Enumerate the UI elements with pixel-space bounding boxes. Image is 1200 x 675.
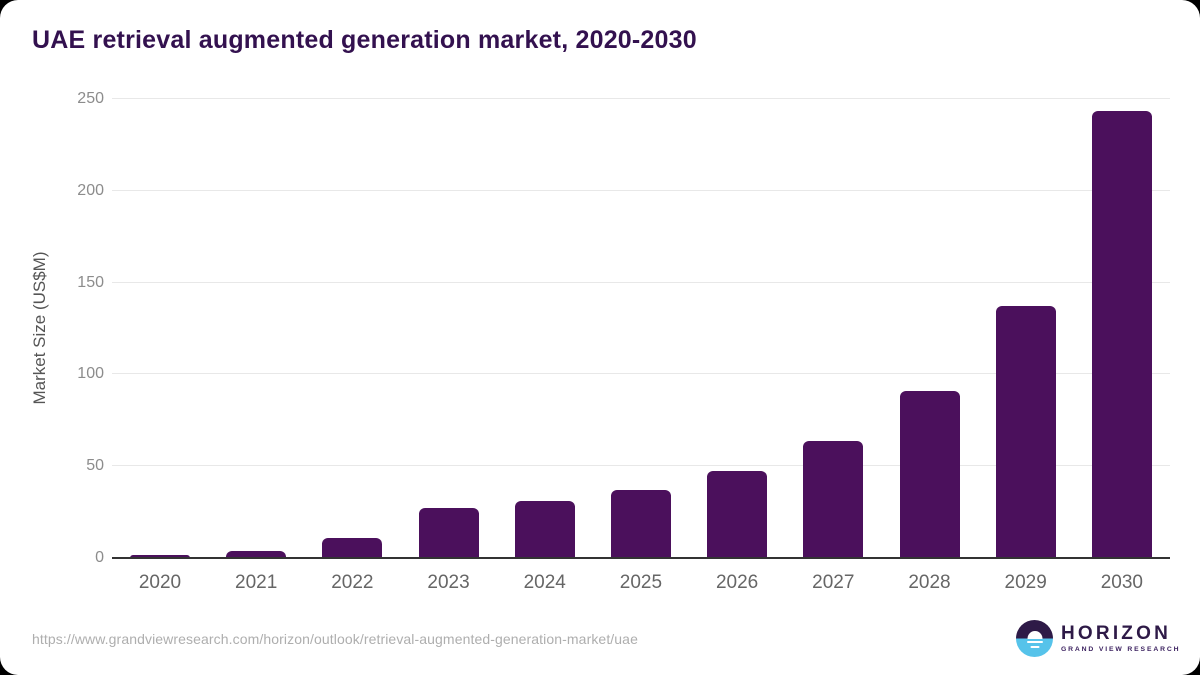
sun-icon xyxy=(1027,631,1042,639)
x-tick-label-2030: 2030 xyxy=(1100,572,1144,593)
y-tick-label-0: 0 xyxy=(95,549,104,566)
x-tick-label-2021: 2021 xyxy=(235,572,278,593)
x-tick-label-2022: 2022 xyxy=(331,572,374,593)
horizon-logo-text: HORIZON GRAND VIEW RESEARCH xyxy=(1061,623,1181,654)
horizon-logo: HORIZON GRAND VIEW RESEARCH xyxy=(1016,620,1180,657)
bar-2024 xyxy=(514,501,575,558)
bar-2021 xyxy=(226,550,287,558)
bar-series xyxy=(112,99,1170,558)
x-tick-label-2024: 2024 xyxy=(523,572,566,593)
source-url: https://www.grandviewresearch.com/horizo… xyxy=(32,631,638,647)
bar-2028 xyxy=(899,390,960,558)
y-tick-label-50: 50 xyxy=(86,457,104,475)
y-tick-label-250: 250 xyxy=(77,90,104,107)
y-tick-label-150: 150 xyxy=(77,273,104,291)
x-tick-label-2029: 2029 xyxy=(1004,572,1047,593)
bar-2025 xyxy=(610,490,671,558)
bar-2022 xyxy=(322,537,383,558)
horizon-logo-subbrand: GRAND VIEW RESEARCH xyxy=(1061,646,1181,653)
bar-2029 xyxy=(995,305,1056,558)
gridline-100 xyxy=(112,373,1170,375)
bar-2020 xyxy=(130,555,190,558)
bar-2030 xyxy=(1091,110,1152,558)
x-tick-label-2028: 2028 xyxy=(908,572,951,593)
bar-2026 xyxy=(707,470,768,558)
x-tick-label-2026: 2026 xyxy=(715,572,759,593)
y-tick-label-200: 200 xyxy=(77,181,104,199)
horizon-logo-brand: HORIZON xyxy=(1061,623,1172,644)
gridline-50 xyxy=(112,465,1170,467)
bar-2023 xyxy=(418,507,479,558)
horizon-logo-icon xyxy=(1016,620,1053,657)
gridline-250 xyxy=(112,98,1170,99)
x-axis-line xyxy=(112,557,1170,559)
x-axis-ticks: 2020 2021 2022 2023 2024 2025 2026 2027 2028 2029… xyxy=(112,572,1170,594)
x-tick-label-2025: 2025 xyxy=(619,572,663,593)
ripple-icon xyxy=(1026,641,1043,644)
x-tick-label-2023: 2023 xyxy=(427,572,470,593)
x-tick-label-2020: 2020 xyxy=(138,572,182,593)
x-tick-label-2027: 2027 xyxy=(812,572,855,593)
gridline-200 xyxy=(112,189,1170,191)
y-tick-label-100: 100 xyxy=(77,365,104,383)
chart-title: UAE retrieval augmented generation marke… xyxy=(32,26,697,54)
gridline-150 xyxy=(112,281,1170,283)
bar-2027 xyxy=(803,441,864,558)
ripple-icon xyxy=(1030,646,1039,649)
plot-area xyxy=(112,98,1170,559)
